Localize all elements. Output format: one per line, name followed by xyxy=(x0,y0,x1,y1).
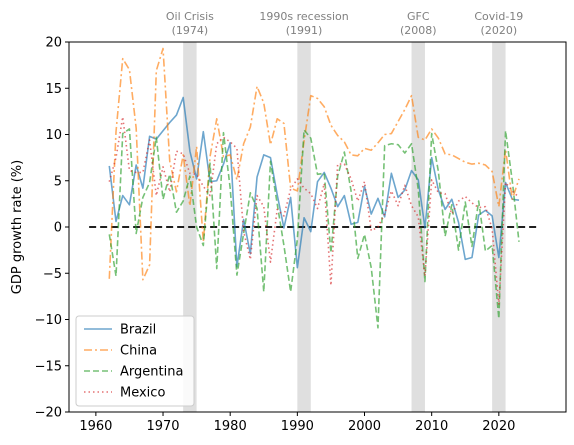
legend-box xyxy=(75,315,195,407)
y-tick-label: −10 xyxy=(35,313,62,328)
series-line-mexico xyxy=(108,116,520,306)
x-tick-label: 2000 xyxy=(348,419,381,434)
event-label-year: (2020) xyxy=(481,24,518,37)
y-tick-label: 0 xyxy=(54,221,62,236)
event-label-year: (1991) xyxy=(286,24,323,37)
event-label: Oil Crisis xyxy=(166,10,214,23)
event-label: Covid-19 xyxy=(474,10,523,23)
y-tick-label: 5 xyxy=(54,174,62,189)
series-line-china xyxy=(108,47,520,281)
x-tick-label: 1970 xyxy=(146,419,179,434)
event-label-year: (2008) xyxy=(400,24,437,37)
y-tick-label: −5 xyxy=(43,267,62,282)
y-tick-label: −20 xyxy=(35,406,62,421)
x-tick-label: 1980 xyxy=(214,419,247,434)
legend: Brazil China Argentina Mexico xyxy=(75,315,195,407)
y-tick-label: 15 xyxy=(45,82,62,97)
event-label: 1990s recession xyxy=(259,10,348,23)
y-tick-label: 20 xyxy=(45,36,62,51)
x-tick-label: 1990 xyxy=(281,419,314,434)
series-line-brazil xyxy=(108,96,520,269)
legend-label: China xyxy=(120,344,157,359)
axes: 1960 1970 1980 1990 2000 2010 2020−20−15−10−50… xyxy=(35,36,567,434)
event-label-year: (1974) xyxy=(172,24,209,37)
x-tick-label: 2010 xyxy=(415,419,448,434)
series-lines xyxy=(108,47,520,329)
legend-label: Argentina xyxy=(120,365,183,380)
event-labels: Oil Crisis(1974) 1990s recession(1991) GFC… xyxy=(166,10,523,37)
legend-label: Brazil xyxy=(120,323,156,338)
event-label: GFC xyxy=(407,10,430,23)
y-axis-label: GDP growth rate (%) xyxy=(10,160,25,294)
x-tick-label: 1960 xyxy=(79,419,112,434)
event-band xyxy=(411,42,425,412)
y-tick-label: −15 xyxy=(35,359,62,374)
x-tick-label: 2020 xyxy=(482,419,515,434)
legend-label: Mexico xyxy=(120,386,165,401)
series-line-argentina xyxy=(108,128,520,329)
y-tick-label: 10 xyxy=(45,128,62,143)
